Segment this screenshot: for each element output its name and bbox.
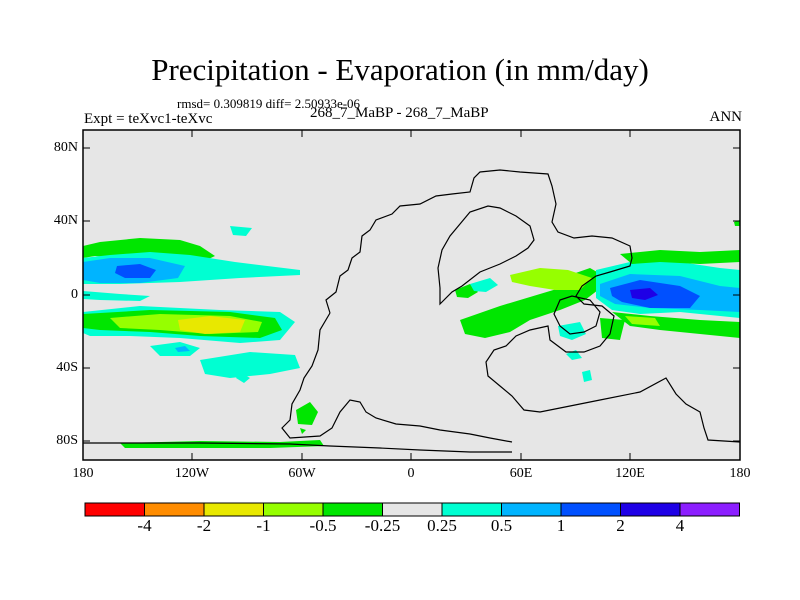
pangea-west-coast [281, 312, 513, 443]
field-green-south-indian [600, 318, 625, 340]
field-cyan-indian3 [582, 370, 592, 382]
field-yellow-south-pacific [178, 316, 245, 334]
x-tick-label: 180 [72, 466, 94, 481]
field-cyan-nz [230, 226, 252, 236]
field-green-southern-ocean [120, 440, 324, 448]
colorbar-box-4 [263, 502, 324, 517]
colorbar-box-8 [501, 502, 562, 517]
colorbar-label: -1 [256, 516, 271, 535]
colorbar-label: 1 [556, 516, 566, 535]
colorbar-box-6 [382, 502, 443, 517]
pangea-outline [325, 169, 741, 443]
colorbar-label: -0.25 [364, 516, 401, 535]
field-cyan-south-blob2 [200, 352, 300, 378]
field-darkblue-west-pacific [630, 288, 658, 300]
antarctic-coast [83, 442, 512, 453]
field-green-west-pacific-north [620, 250, 740, 264]
field-cyan-indian1 [558, 322, 586, 340]
field-yellowgreen-africa [510, 268, 592, 290]
field-green-sao2 [300, 428, 306, 434]
x-tick-label: 120E [615, 466, 645, 481]
colorbar-label: -2 [196, 516, 212, 535]
colorbar-box-9 [560, 502, 621, 517]
y-tick-label: 0 [71, 287, 78, 302]
field-cyan-south-blob3 [236, 372, 250, 383]
field-blue-north-pacific [115, 264, 156, 278]
x-tick-label: 180 [729, 466, 751, 481]
colorbar-box-3 [203, 502, 264, 517]
field-yellowgreen-swp [625, 316, 660, 326]
x-tick-label: 120W [174, 466, 210, 481]
anomaly-fields [83, 220, 740, 448]
colorbar-label: 2 [616, 516, 625, 535]
field-green-sao [296, 402, 318, 425]
x-tick-label: 0 [407, 466, 415, 481]
y-tick-label: 80S [56, 433, 78, 448]
field-cyan-atlantic [470, 278, 498, 292]
colorbar-label: 0.25 [427, 516, 457, 535]
pangea-inner-sea [437, 205, 535, 306]
colorbar-box-7 [441, 502, 502, 517]
colorbar-box-1 [84, 502, 145, 517]
y-tick-label: 40S [56, 360, 78, 375]
field-cyan-pacific-strip [83, 291, 150, 301]
x-tick-label: 60W [288, 466, 316, 481]
colorbar [84, 502, 740, 517]
x-tick-label: 60E [509, 466, 533, 481]
experiment-label: Expt = teXvc1-teXvc [84, 111, 213, 127]
field-lightblue-south-blob [175, 346, 190, 352]
colorbar-box-10 [620, 502, 681, 517]
rmsd-diff-stats: rmsd= 0.309819 diff= 2.50933e-06 [177, 96, 361, 111]
colorbar-label: -4 [137, 516, 152, 535]
colorbar-label: 0.5 [490, 516, 513, 535]
colorbar-label: -0.5 [309, 516, 337, 535]
colorbar-label: 4 [675, 516, 685, 535]
colorbar-box-11 [679, 502, 740, 517]
tethys-inner [553, 295, 601, 335]
colorbar-box-2 [144, 502, 205, 517]
plot-title: Precipitation - Evaporation (in mm/day) [151, 52, 649, 87]
field-cyan-south-blob1 [150, 342, 200, 356]
y-tick-label: 40N [53, 213, 78, 228]
continent-outlines [83, 169, 741, 453]
y-tick-label: 80N [53, 140, 78, 155]
tick-marks [83, 130, 740, 460]
period-label: 268_7_MaBP - 268_7_MaBP [310, 105, 489, 121]
colorbar-box-5 [322, 502, 383, 517]
season-label: ANN [709, 109, 743, 125]
